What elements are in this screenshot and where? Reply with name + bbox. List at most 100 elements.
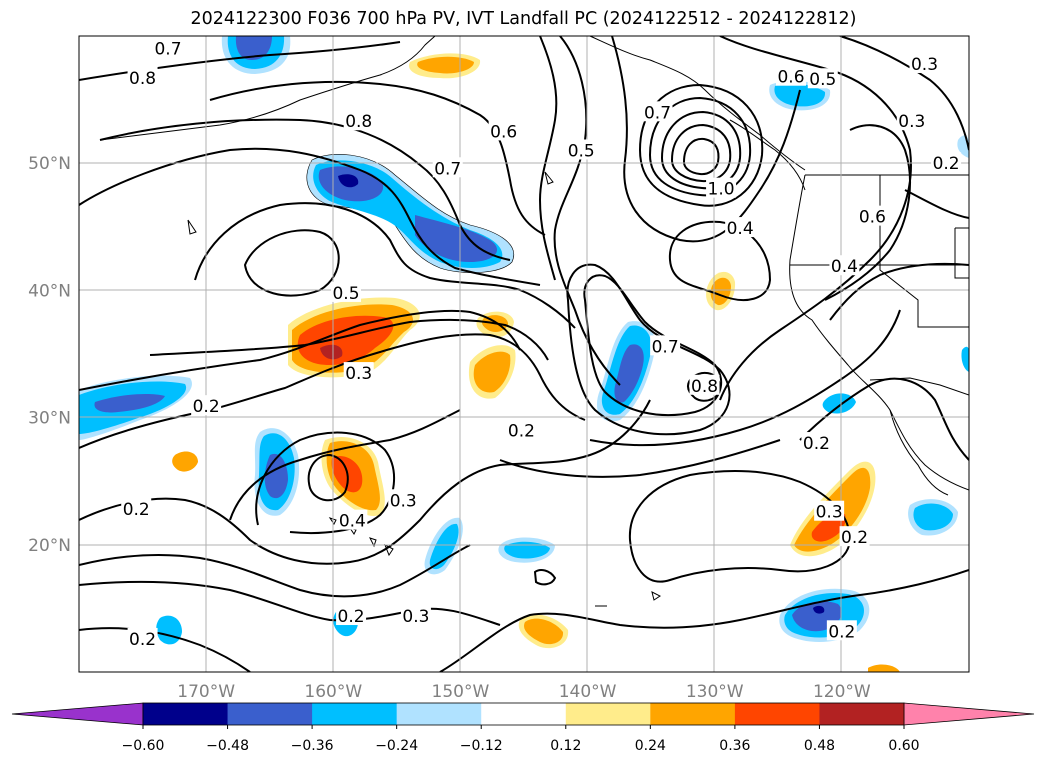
- colorbar-tick-label: 0.24: [635, 738, 666, 754]
- colorbar-segment: [143, 703, 229, 725]
- coastline-alaska-south: [589, 36, 806, 171]
- colorbar-tick-label: −0.60: [122, 738, 165, 754]
- map-frame: [78, 35, 970, 673]
- colorbar-segment: [481, 703, 567, 725]
- contour-label-background: [343, 362, 374, 383]
- contour-label-background: [807, 68, 838, 89]
- neg-anomaly-west-core: [94, 394, 165, 413]
- contour-label-background: [506, 419, 537, 440]
- state-border-2: [879, 175, 969, 328]
- neg-anomaly-southeast-deep: [813, 605, 825, 614]
- contour-label: 1.0: [708, 180, 735, 200]
- lon-tick-label: 160°W: [304, 682, 362, 702]
- contour-label: 0.3: [402, 607, 429, 627]
- lon-tick-label: 140°W: [559, 682, 617, 702]
- contour-label-background: [127, 66, 158, 87]
- contour-label: 0.2: [123, 500, 150, 520]
- colorbar-tick-label: 0.48: [804, 738, 835, 754]
- contour-label: 0.4: [727, 219, 754, 239]
- contour-label-background: [776, 65, 806, 86]
- contour-line: [904, 189, 969, 219]
- contour-label-background: [706, 177, 737, 198]
- contour-label-background: [121, 498, 152, 519]
- contour-line: [589, 309, 901, 447]
- neg-anomaly-small-1-core: [429, 523, 459, 570]
- contour-label: 0.3: [390, 491, 417, 511]
- neg-anomaly-small-2-core: [504, 541, 550, 559]
- colorbar-segment: [819, 703, 905, 725]
- contour-line: [79, 544, 471, 598]
- contour-line: [566, 263, 731, 436]
- contour-label: 0.4: [831, 257, 858, 277]
- neg-anomaly-aleutian-core: [235, 36, 272, 60]
- colorbar-frame: [142, 702, 905, 726]
- contour-line: [79, 309, 521, 391]
- contour-label-background: [642, 101, 673, 122]
- contour-label: 0.3: [345, 364, 372, 384]
- contour-line: [824, 124, 911, 301]
- latitude-labels: 50°N 40°N 30°N 20°N: [28, 154, 71, 556]
- contour-line: [611, 36, 801, 243]
- gridline-layer: [79, 36, 969, 672]
- colorbar-segment: [227, 703, 313, 725]
- colorbar-segment: [396, 703, 482, 725]
- contour-label-background: [337, 509, 368, 530]
- contour-line: [79, 627, 251, 672]
- contour-line: [648, 96, 752, 197]
- contour-line: [670, 123, 732, 183]
- contour-line: [829, 262, 969, 321]
- contour-line: [149, 318, 549, 361]
- contour-label-background: [826, 620, 857, 641]
- contour-label-background: [689, 374, 720, 395]
- contour-label-background: [814, 500, 845, 521]
- contour-label-background: [931, 152, 962, 173]
- neg-anomaly-small-9: [961, 346, 969, 372]
- contour-label: 0.2: [193, 397, 220, 417]
- contour-label-background: [801, 432, 832, 453]
- contour-label: 0.8: [129, 69, 156, 89]
- contour-line: [839, 36, 969, 151]
- contour-label-background: [896, 110, 927, 131]
- colorbar-tick-label: 0.36: [719, 738, 750, 754]
- lat-tick-label: 50°N: [28, 154, 71, 174]
- pos-anomaly-small-5: [868, 664, 900, 672]
- contour-line: [307, 453, 349, 502]
- lat-tick-label: 30°N: [28, 409, 71, 429]
- contour-label: 0.6: [777, 68, 804, 88]
- contour-label: 0.2: [828, 622, 855, 642]
- contour-label-background: [488, 120, 519, 141]
- contour-label: 0.3: [911, 55, 938, 75]
- contour-line: [99, 118, 511, 261]
- contour-label: 0.6: [859, 208, 886, 228]
- colorbar-extend-low: [11, 702, 144, 726]
- pos-anomaly-small-3: [172, 451, 198, 472]
- colorbar-tick-label: −0.48: [206, 738, 249, 754]
- coastline-islands: [187, 171, 661, 607]
- map-title: 2024122300 F036 700 hPa PV, IVT Landfall…: [190, 9, 857, 29]
- colorbar-tick-label: −0.12: [460, 738, 503, 754]
- shading-layer: [79, 36, 969, 672]
- contour-line: [638, 83, 764, 207]
- contour-label-background: [336, 605, 367, 626]
- contour-label-background: [331, 281, 361, 302]
- contour-line: [79, 147, 541, 286]
- contour-label-background: [153, 37, 183, 58]
- contour-label-background: [388, 489, 419, 510]
- colorbar-segment: [650, 703, 736, 725]
- colorbar-tick-label: −0.36: [291, 738, 334, 754]
- contour-line: [79, 580, 501, 626]
- coastline-bc: [729, 119, 806, 191]
- contour-line: [439, 569, 969, 672]
- contour-label: 0.7: [644, 103, 671, 123]
- contour-label: 0.7: [434, 159, 461, 179]
- lon-tick-label: 150°W: [432, 682, 490, 702]
- contour-label-background: [829, 255, 860, 276]
- contour-label: 0.3: [816, 503, 843, 523]
- contour-label: 0.2: [841, 528, 868, 548]
- contour-label-background: [909, 52, 940, 73]
- lon-tick-label: 120°W: [813, 682, 871, 702]
- contour-line: [533, 569, 557, 586]
- contour-label: 0.6: [490, 122, 517, 142]
- colorbar-tick-label: −0.24: [375, 738, 418, 754]
- contour-label: 0.3: [898, 112, 925, 132]
